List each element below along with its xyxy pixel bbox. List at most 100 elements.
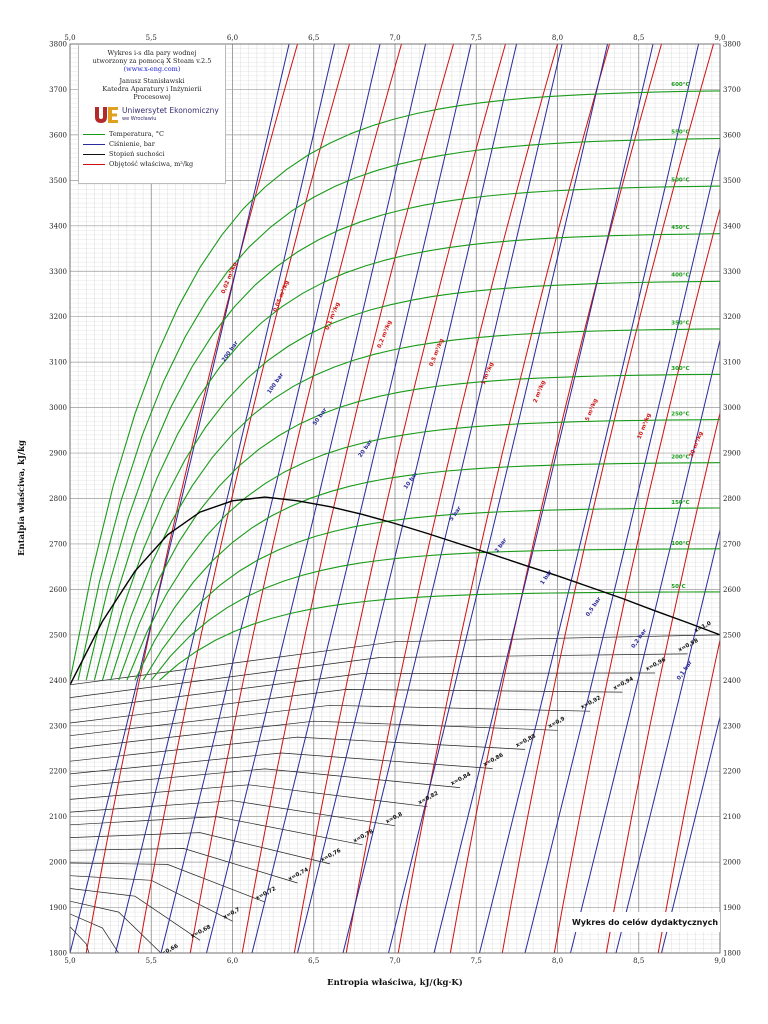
legend-title-line-2: utworzony za pomocą X Steam v.2.5 <box>92 57 212 65</box>
y-tick-label-left: 2200 <box>49 768 67 776</box>
university-logo-icon <box>93 105 119 125</box>
y-tick-label-left: 2000 <box>49 859 67 867</box>
isobar-line <box>206 44 427 953</box>
isotherm-line <box>101 280 720 681</box>
legend-swatch-pressure <box>83 143 105 145</box>
y-axis-title: Entalpia właściwa, kJ/kg <box>17 440 27 556</box>
dryness-label: x=0,66 <box>157 943 179 959</box>
y-tick-label-right: 3000 <box>723 404 741 412</box>
isobar-label: 200 bar <box>221 340 240 363</box>
x-tick-label-top: 6,5 <box>308 34 319 42</box>
isochore-line <box>605 410 720 953</box>
isobar-label: 0,5 bar <box>585 596 603 618</box>
isotherm-line <box>110 328 720 681</box>
isobar-label: 1 bar <box>540 569 554 586</box>
y-tick-label-right: 3800 <box>723 41 741 49</box>
isochore-line <box>657 637 720 953</box>
isobar-label: 0,2 bar <box>631 628 649 650</box>
legend-swatch-volume <box>83 163 105 165</box>
dryness-label: x=0,9 <box>548 716 567 730</box>
curve-layer <box>70 44 720 953</box>
legend-title-line-1: Wykres i-s dla pary wodnej <box>107 49 197 57</box>
y-tick-label-right: 3400 <box>723 222 741 230</box>
y-tick-label-right: 2300 <box>723 722 741 730</box>
legend-entry-temperature: Temperatura, °C <box>83 129 221 139</box>
dryness-line <box>70 768 461 788</box>
isotherm-line <box>85 185 720 681</box>
legend-entry-volume: Objętość właściwa, m³/kg <box>83 159 221 169</box>
y-tick-label-right: 3700 <box>723 86 741 94</box>
y-tick-label-right: 2600 <box>723 586 741 594</box>
isotherm-line <box>134 462 720 681</box>
plot-frame <box>69 43 721 954</box>
isobar-line <box>115 44 336 953</box>
isobar-line <box>70 44 290 953</box>
y-tick-label-left: 2100 <box>49 813 67 821</box>
dryness-line <box>70 720 558 749</box>
legend-label-dryness: Stopień suchości <box>109 150 165 158</box>
dryness-label: x=0,8 <box>385 811 404 825</box>
isobar-line <box>661 714 720 953</box>
y-tick-label-left: 2300 <box>49 722 67 730</box>
y-tick-label-right: 2100 <box>723 813 741 821</box>
dryness-label: x=0,7 <box>223 907 242 921</box>
isobar-line <box>388 44 609 953</box>
legend-link[interactable]: (www.x-eng.com) <box>123 65 181 73</box>
x-tick-label-bottom: 9,0 <box>714 957 725 965</box>
dryness-label: x=0,68 <box>190 924 212 940</box>
y-tick-label-left: 2600 <box>49 586 67 594</box>
logo-subtext: we Wrocławiu <box>122 116 157 122</box>
y-tick-label-left: 2400 <box>49 677 67 685</box>
dryness-line <box>70 888 201 941</box>
isobar-line <box>479 44 700 953</box>
dryness-label: x=1,0 <box>694 621 713 635</box>
x-tick-label-top: 6,0 <box>227 34 238 42</box>
isotherm-label: 350°C <box>671 320 689 326</box>
isobar-line <box>342 44 563 953</box>
dryness-label: x=0,64 <box>125 962 147 978</box>
x-tick-label-bottom: 5,0 <box>64 957 75 965</box>
isotherm-label: 250°C <box>671 411 689 417</box>
x-tick-label-bottom: 8,0 <box>552 957 563 965</box>
y-tick-label-right: 3600 <box>723 131 741 139</box>
y-tick-label-left: 3600 <box>49 131 67 139</box>
y-tick-label-left: 3300 <box>49 268 67 276</box>
didactic-note: Wykres do celów dydaktycznych <box>570 912 720 932</box>
y-tick-label-right: 3200 <box>723 313 741 321</box>
saturation-curve <box>70 496 720 686</box>
x-tick-label-top: 7,5 <box>471 34 482 42</box>
y-tick-label-left: 3200 <box>49 313 67 321</box>
isobar-line <box>524 145 720 953</box>
y-tick-label-left: 3000 <box>49 404 67 412</box>
isotherm-label: 450°C <box>671 225 689 231</box>
isotherm-label: 500°C <box>671 177 689 183</box>
dryness-line <box>70 832 331 865</box>
isochore-line <box>449 44 662 953</box>
isochore-line <box>501 44 714 953</box>
isobar-line <box>160 44 381 953</box>
isochore-line <box>553 206 720 953</box>
dryness-line <box>70 672 656 711</box>
dryness-line <box>70 704 591 737</box>
dryness-line <box>70 913 120 953</box>
y-tick-label-right: 2800 <box>723 495 741 503</box>
y-tick-label-left: 3100 <box>49 359 67 367</box>
dryness-line <box>70 689 623 724</box>
y-tick-label-left: 1900 <box>49 904 67 912</box>
dryness-line <box>70 736 526 762</box>
y-tick-label-left: 2500 <box>49 631 67 639</box>
isotherm-label: 200°C <box>671 455 689 461</box>
dryness-label: x=0,96 <box>645 657 667 673</box>
y-tick-label-right: 2700 <box>723 540 741 548</box>
y-tick-label-right: 1800 <box>723 950 741 958</box>
isotherm-line <box>70 90 720 681</box>
dryness-line <box>70 653 688 698</box>
university-logo: Uniwersytet Ekonomiczny we Wrocławiu <box>93 105 221 125</box>
isochore-line <box>241 44 454 953</box>
y-tick-label-left: 3700 <box>49 86 67 94</box>
y-tick-label-right: 3500 <box>723 177 741 185</box>
isochore-label: 5 m³/kg <box>584 398 599 422</box>
x-tick-label-bottom: 7,0 <box>389 957 400 965</box>
x-tick-label-bottom: 5,5 <box>146 957 157 965</box>
y-tick-label-left: 3800 <box>49 41 67 49</box>
